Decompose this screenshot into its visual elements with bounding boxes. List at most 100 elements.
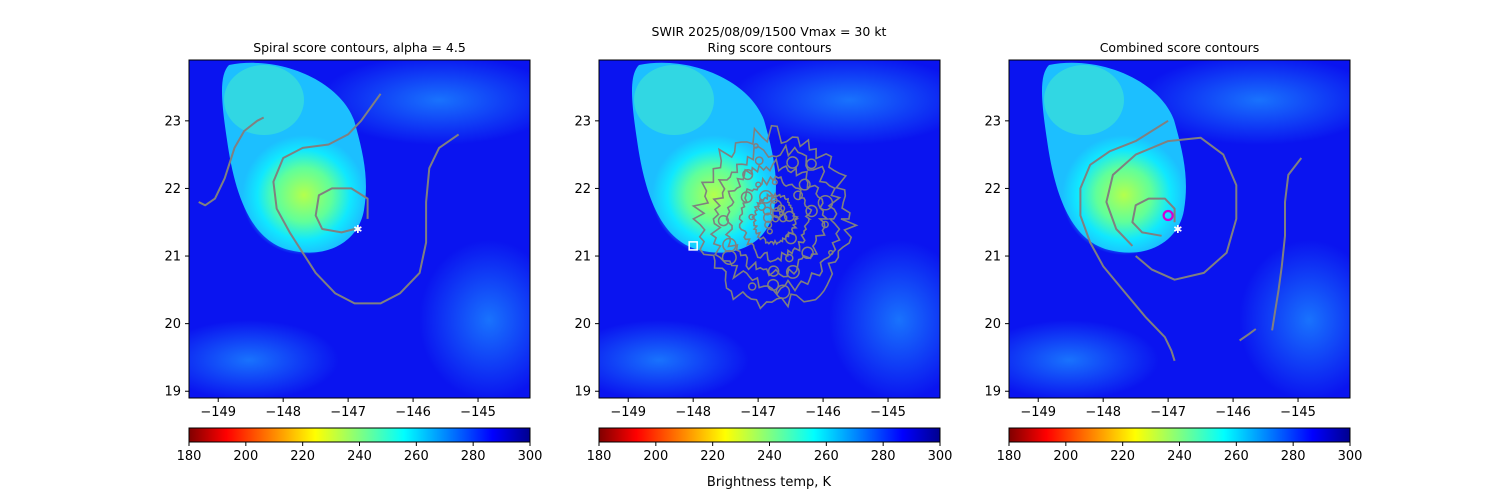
contour-line <box>691 124 859 310</box>
contour-line <box>740 191 753 204</box>
y-tick-label: 22 <box>984 182 1001 197</box>
colorbar: 180 200 220 240 260 280 300 <box>587 427 952 464</box>
colorbar-tick-label: 300 <box>518 449 543 464</box>
circle-marker <box>1162 209 1174 222</box>
y-tick-label: 22 <box>164 182 181 197</box>
contour-line <box>764 220 773 229</box>
panel-1: Spiral score contours, alpha = 4.5 ✱ −149 −… <box>164 40 543 464</box>
contour-line <box>793 190 804 201</box>
x-tick-label: −149 <box>200 405 236 420</box>
axes-frame <box>188 59 531 399</box>
y-tick-label: 20 <box>164 317 181 332</box>
ring-contours <box>691 124 859 310</box>
contour-line <box>314 187 369 234</box>
contour-line <box>272 93 460 305</box>
y-tick-label: 21 <box>574 250 591 265</box>
y-tick-label: 23 <box>164 114 181 129</box>
contour-line <box>738 175 813 263</box>
y-tick-label: 21 <box>164 250 181 265</box>
contour-line <box>805 158 817 170</box>
colorbar-tick-label: 240 <box>1167 449 1192 464</box>
contour-line <box>805 204 818 218</box>
y-tick-label: 19 <box>574 385 591 400</box>
panel-3: Combined score contours ✱ −149 −148 −147 −146… <box>984 40 1363 464</box>
contour-line <box>784 232 797 245</box>
y-tick-label: 23 <box>984 114 1001 129</box>
x-tick-label: −146 <box>1215 405 1251 420</box>
y-tick-label: 19 <box>984 385 1001 400</box>
contour-line <box>724 157 830 278</box>
colorbar-tick-label: 200 <box>643 449 668 464</box>
x-tick-label: −147 <box>740 405 776 420</box>
contour-line <box>717 215 730 227</box>
axes-frame <box>598 59 941 399</box>
contour-line <box>1239 328 1257 342</box>
y-tick-label: 23 <box>574 114 591 129</box>
contour-line <box>766 228 773 235</box>
contour-line <box>755 181 762 188</box>
colorbar-tick-label: 260 <box>404 449 429 464</box>
x-tick-label: −149 <box>1020 405 1056 420</box>
colorbar-tick-label: 220 <box>700 449 725 464</box>
x-tick-label: −145 <box>870 405 906 420</box>
star-marker: ✱ <box>1173 223 1182 236</box>
contour-line <box>757 202 766 211</box>
colorbar-tick-label: 240 <box>347 449 372 464</box>
contour-line <box>753 143 759 149</box>
colorbar-tick-label: 300 <box>1338 449 1363 464</box>
contour-line <box>828 249 834 256</box>
contour-line <box>722 237 737 253</box>
brightness-image <box>189 60 530 398</box>
contour-line <box>786 156 799 169</box>
x-tick-label: −145 <box>1280 405 1316 420</box>
contour-line <box>1105 136 1238 281</box>
contour-line <box>776 204 786 213</box>
colorbar: 180 200 220 240 260 280 300 <box>177 427 543 464</box>
colorbar-tick-label: 280 <box>461 449 486 464</box>
contour-line <box>772 207 784 219</box>
square-marker <box>688 241 698 251</box>
brightness-image <box>1009 60 1350 398</box>
x-tick-label: −149 <box>610 405 646 420</box>
y-tick-label: 21 <box>984 250 1001 265</box>
colorbar-tick-label: 200 <box>233 449 258 464</box>
contour-line <box>1271 157 1303 331</box>
x-tick-label: −147 <box>330 405 366 420</box>
colorbar-tick-label: 180 <box>177 449 202 464</box>
contour-line <box>759 190 773 204</box>
contour-line <box>1079 119 1176 362</box>
panel-title: Ring score contours <box>707 40 831 55</box>
contour-line <box>771 179 778 186</box>
contour-line <box>762 212 774 223</box>
x-tick-label: −148 <box>675 405 711 420</box>
contour-line <box>770 196 778 204</box>
colorbar-tick-label: 260 <box>814 449 839 464</box>
contour-line <box>801 246 814 260</box>
contour-line <box>747 282 757 291</box>
contour-line <box>785 253 794 263</box>
contour-line <box>767 265 780 277</box>
contour-line <box>1131 197 1176 237</box>
x-tick-label: −148 <box>1085 405 1121 420</box>
panel-2: Ring score contours −149 −148 −147 −146 −145 1… <box>574 40 952 464</box>
contour-line <box>798 178 811 191</box>
contour-line <box>785 264 800 279</box>
axes-frame <box>1008 59 1351 399</box>
contour-line <box>762 206 772 216</box>
panel-title: Spiral score contours, alpha = 4.5 <box>253 40 466 55</box>
contour-line <box>709 143 842 296</box>
colorbar-tick-label: 280 <box>871 449 896 464</box>
contour-line <box>748 213 755 221</box>
colorbar: 180 200 220 240 260 280 300 <box>997 427 1363 464</box>
y-tick-label: 19 <box>164 385 181 400</box>
contour-line <box>821 220 829 229</box>
colorbar-tick-label: 220 <box>1110 449 1135 464</box>
colorbar-tick-label: 200 <box>1053 449 1078 464</box>
contour-line <box>721 249 737 265</box>
contour-line <box>817 195 834 211</box>
contour-line <box>198 116 265 207</box>
contour-line <box>783 210 795 222</box>
y-tick-label: 20 <box>984 317 1001 332</box>
y-tick-label: 20 <box>574 317 591 332</box>
